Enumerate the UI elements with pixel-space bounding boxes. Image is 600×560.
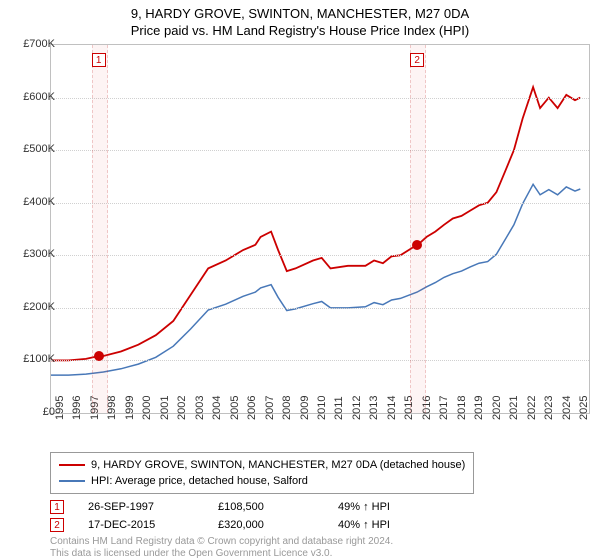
y-axis-label: £0 <box>43 406 55 418</box>
sale-band <box>410 45 426 413</box>
x-axis-label: 2009 <box>299 396 311 420</box>
y-axis-label: £400K <box>23 196 55 208</box>
sale-date: 26-SEP-1997 <box>88 501 208 513</box>
x-axis-label: 2018 <box>456 396 468 420</box>
x-axis-label: 2013 <box>368 396 380 420</box>
x-axis-label: 2008 <box>281 396 293 420</box>
x-axis-label: 1996 <box>71 396 83 420</box>
y-axis-label: £200K <box>23 301 55 313</box>
y-axis-label: £300K <box>23 248 55 260</box>
x-axis-label: 1995 <box>54 396 66 420</box>
sale-date: 17-DEC-2015 <box>88 519 208 531</box>
legend-swatch <box>59 464 85 466</box>
sale-delta: 49% ↑ HPI <box>338 501 390 513</box>
x-axis-label: 1998 <box>106 396 118 420</box>
legend: 9, HARDY GROVE, SWINTON, MANCHESTER, M27… <box>50 452 474 494</box>
title-block: 9, HARDY GROVE, SWINTON, MANCHESTER, M27… <box>0 0 600 38</box>
sale-marker <box>412 240 422 250</box>
legend-label: HPI: Average price, detached house, Salf… <box>91 475 308 487</box>
x-axis-label: 2006 <box>246 396 258 420</box>
plot-area: 1995199619971998199920002001200220032004… <box>50 44 590 414</box>
sale-price: £108,500 <box>218 501 328 513</box>
legend-swatch <box>59 480 85 482</box>
sale-marker <box>94 351 104 361</box>
x-axis-label: 2010 <box>316 396 328 420</box>
x-axis-label: 1999 <box>124 396 136 420</box>
x-axis-label: 2023 <box>543 396 555 420</box>
gridline-h <box>51 98 589 99</box>
y-axis-label: £600K <box>23 91 55 103</box>
sale-row: 1 26-SEP-1997 £108,500 49% ↑ HPI <box>50 498 390 516</box>
y-axis-label: £100K <box>23 353 55 365</box>
x-axis-label: 2005 <box>229 396 241 420</box>
x-axis-label: 2020 <box>491 396 503 420</box>
sales-table: 1 26-SEP-1997 £108,500 49% ↑ HPI 2 17-DEC-201… <box>50 498 390 534</box>
gridline-h <box>51 360 589 361</box>
sale-row-badge: 1 <box>50 500 64 514</box>
x-axis-label: 2017 <box>438 396 450 420</box>
sale-row: 2 17-DEC-2015 £320,000 40% ↑ HPI <box>50 516 390 534</box>
chart-container: 9, HARDY GROVE, SWINTON, MANCHESTER, M27… <box>0 0 600 560</box>
sale-delta: 40% ↑ HPI <box>338 519 390 531</box>
x-axis-label: 2004 <box>211 396 223 420</box>
legend-item: 9, HARDY GROVE, SWINTON, MANCHESTER, M27… <box>59 457 465 473</box>
x-axis-label: 2024 <box>561 396 573 420</box>
x-axis-label: 2014 <box>386 396 398 420</box>
series-line <box>51 184 580 375</box>
x-axis-label: 2001 <box>159 396 171 420</box>
x-axis-label: 2000 <box>141 396 153 420</box>
legend-label: 9, HARDY GROVE, SWINTON, MANCHESTER, M27… <box>91 459 465 471</box>
chart-svg <box>51 45 589 413</box>
legend-item: HPI: Average price, detached house, Salf… <box>59 473 465 489</box>
copyright-line2: This data is licensed under the Open Gov… <box>50 548 332 559</box>
gridline-h <box>51 150 589 151</box>
gridline-h <box>51 308 589 309</box>
series-line <box>51 87 580 360</box>
x-axis-label: 2019 <box>473 396 485 420</box>
copyright-line1: Contains HM Land Registry data © Crown c… <box>50 536 393 547</box>
x-axis-label: 2025 <box>578 396 590 420</box>
y-axis-label: £500K <box>23 143 55 155</box>
gridline-h <box>51 255 589 256</box>
x-axis-label: 2011 <box>333 396 345 420</box>
x-axis-label: 2012 <box>351 396 363 420</box>
x-axis-label: 2021 <box>508 396 520 420</box>
x-axis-label: 2003 <box>194 396 206 420</box>
chart-subtitle: Price paid vs. HM Land Registry's House … <box>0 23 600 38</box>
chart-title: 9, HARDY GROVE, SWINTON, MANCHESTER, M27… <box>0 6 600 21</box>
x-axis-label: 2007 <box>264 396 276 420</box>
sale-row-badge: 2 <box>50 518 64 532</box>
sale-price: £320,000 <box>218 519 328 531</box>
gridline-h <box>51 203 589 204</box>
sale-badge: 1 <box>92 53 106 67</box>
x-axis-label: 2022 <box>526 396 538 420</box>
y-axis-label: £700K <box>23 38 55 50</box>
sale-badge: 2 <box>410 53 424 67</box>
x-axis-label: 2002 <box>176 396 188 420</box>
